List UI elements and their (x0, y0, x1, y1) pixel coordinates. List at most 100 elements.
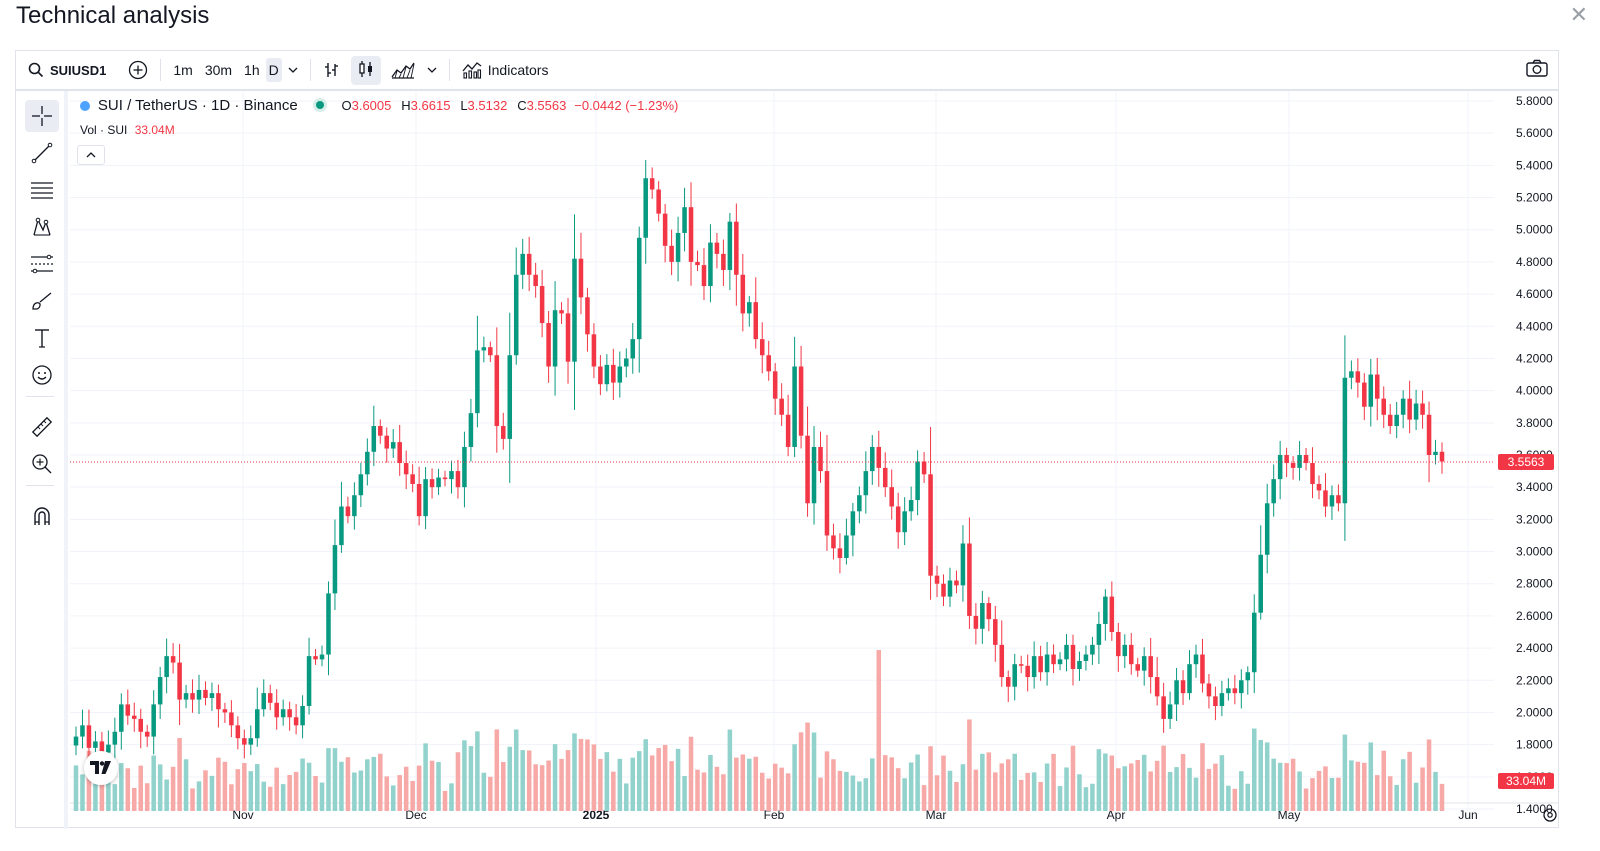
trend-line-tool[interactable] (25, 137, 59, 169)
candle-body (112, 731, 118, 745)
interval-d[interactable]: D (265, 51, 282, 89)
volume-label: Vol · SUI (80, 123, 128, 137)
candle-body (941, 583, 946, 597)
candle-body (837, 548, 843, 558)
interval-1m[interactable]: 1m (173, 62, 193, 78)
tradingview-logo[interactable] (84, 751, 118, 785)
candle-body (636, 237, 642, 340)
candle-body (611, 364, 616, 383)
volume-bar (1387, 776, 1393, 811)
volume-bar (410, 780, 415, 811)
volume-bar (1413, 782, 1419, 811)
volume-bar (1368, 742, 1374, 811)
candle-body (242, 738, 247, 745)
symbol-search[interactable]: SUIUSD1 (22, 51, 112, 89)
volume-bar (365, 759, 370, 811)
emoji-tool[interactable] (25, 359, 59, 391)
forecast-tool[interactable] (25, 248, 59, 280)
volume-bar (1297, 771, 1302, 811)
volume-bar (403, 766, 409, 811)
current-volume-label: 33.04M (1506, 774, 1546, 788)
candle-body (792, 366, 797, 447)
price-tick-label: 5.2000 (1516, 191, 1553, 205)
price-chart[interactable]: 5.8000 5.6000 5.4000 5.2000 5.0000 4.8000 4.60… (70, 91, 1558, 827)
bar-chart-type-button[interactable] (317, 51, 347, 89)
candle-body (876, 446, 882, 468)
volume-bar (1051, 753, 1056, 811)
candle-body (1083, 654, 1089, 661)
candle-body (157, 677, 163, 705)
volume-bar (1193, 777, 1199, 811)
volume-bar (1239, 771, 1244, 811)
candle-body (585, 297, 590, 335)
candle-body (1336, 495, 1341, 504)
candle-body (164, 656, 169, 678)
text-tool[interactable] (25, 322, 59, 354)
ruler-tool[interactable] (25, 411, 59, 443)
zoom-in-tool[interactable] (25, 448, 59, 480)
close-value: 3.5563 (526, 98, 567, 113)
compare-button[interactable] (122, 51, 154, 89)
area-chart-type-button[interactable] (385, 51, 421, 89)
volume-bar (559, 758, 564, 811)
pattern-tool[interactable] (25, 211, 59, 243)
candle-body (274, 702, 279, 718)
settings-gear-icon[interactable] (1543, 808, 1557, 822)
candle-body (1362, 382, 1367, 407)
volume-bar (112, 784, 118, 811)
candles-chart-type-button[interactable] (350, 51, 381, 89)
close-icon[interactable]: ✕ (1569, 2, 1588, 27)
candle-body (1232, 688, 1238, 694)
candle-body (1284, 455, 1289, 464)
candle-body (1012, 664, 1017, 687)
volume-bar (701, 772, 707, 811)
candle-body (578, 258, 584, 298)
candle-body (229, 712, 234, 726)
candle-body (248, 738, 254, 745)
candle-body (682, 207, 687, 233)
candle-body (255, 709, 260, 739)
volume-bar (1277, 762, 1283, 811)
volume-legend: Vol · SUI 33.04M (80, 123, 175, 137)
trend-line-icon (31, 142, 53, 164)
volume-bar (1433, 771, 1438, 811)
candle-body (1258, 554, 1263, 613)
interval-1h[interactable]: 1h (244, 62, 260, 78)
brush-tool[interactable] (25, 285, 59, 317)
magnet-tool[interactable] (25, 500, 59, 532)
volume-bar (358, 770, 364, 811)
chart-type-dropdown[interactable] (421, 51, 443, 89)
screenshot-button[interactable] (1526, 59, 1548, 82)
interval-dropdown[interactable] (282, 51, 304, 89)
volume-bar (183, 759, 189, 811)
candle-body (170, 656, 176, 663)
interval-30m[interactable]: 30m (204, 62, 233, 78)
volume-bar (468, 746, 474, 811)
divider (309, 59, 311, 81)
candle-body (520, 253, 525, 275)
volume-bar (222, 761, 228, 811)
price-tick-label: 3.0000 (1516, 545, 1553, 559)
volume-bar (818, 777, 823, 811)
volume-bar (1167, 772, 1173, 811)
candle-body (1122, 644, 1128, 657)
indicators-button[interactable]: Indicators (456, 51, 555, 89)
horizontal-lines-tool[interactable] (25, 174, 59, 206)
volume-bar (649, 755, 655, 811)
candle-body (280, 709, 286, 718)
collapse-legend-button[interactable] (77, 145, 105, 165)
time-tick-label: 2025 (583, 808, 610, 822)
crosshair-tool[interactable] (25, 100, 59, 132)
current-price-label: 3.5563 (1508, 455, 1545, 469)
volume-bar (611, 771, 616, 811)
volume-bar (753, 756, 759, 811)
candle-body (850, 511, 856, 536)
price-tick-label: 4.8000 (1516, 255, 1553, 269)
candle-body (449, 471, 454, 480)
volume-bar (1251, 728, 1257, 811)
candle-body (403, 463, 409, 475)
candle-body (1439, 451, 1445, 462)
price-tick-label: 2.0000 (1516, 705, 1553, 719)
volume-bar (1187, 767, 1192, 811)
text-icon (35, 329, 49, 348)
